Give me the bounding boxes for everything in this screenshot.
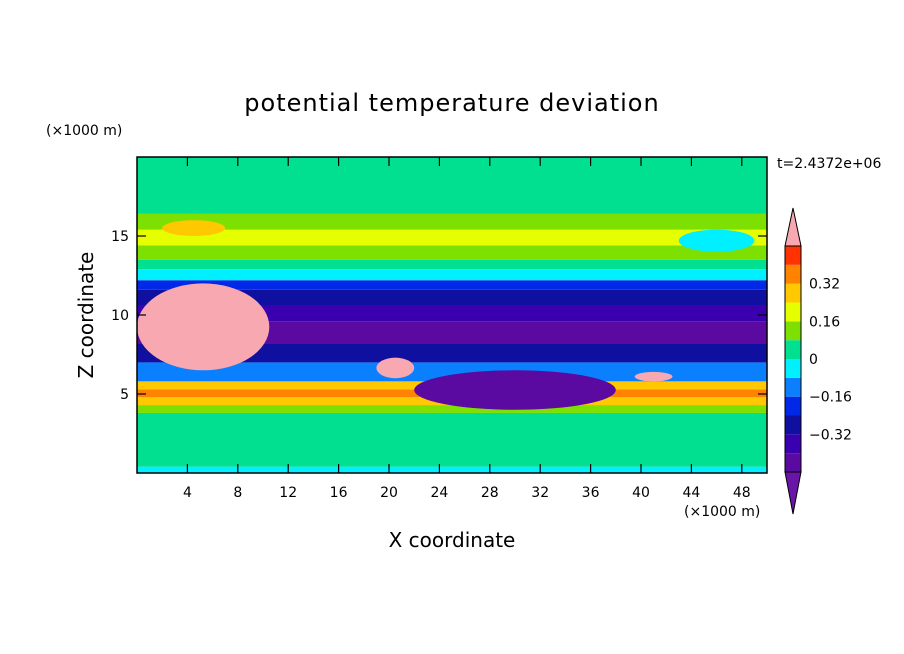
- y-tick-label-1: 10: [111, 308, 129, 324]
- contour-feature-3: [414, 370, 616, 410]
- x-axis-label: X coordinate: [389, 528, 516, 552]
- colorbar-swatch-1: [785, 434, 801, 454]
- contour-feature-5: [678, 229, 755, 252]
- colorbar-label-2: 0: [809, 352, 818, 368]
- time-label: t=2.4372e+06: [777, 156, 881, 172]
- x-tick-label-0: 4: [183, 485, 192, 501]
- colorbar-label-4: −0.32: [809, 427, 852, 443]
- colorbar-label-1: 0.16: [809, 314, 840, 330]
- colorbar: 0.32 0.16 0 −0.16 −0.32: [784, 207, 852, 515]
- contour-layer-14: [137, 245, 767, 260]
- colorbar-swatch-3: [785, 396, 801, 416]
- contour-layer-16: [137, 213, 767, 230]
- colorbar-swatch-11: [785, 246, 801, 265]
- y-tick-label-0: 5: [120, 387, 129, 403]
- colorbar-frame: [784, 245, 802, 473]
- colorbar-label-3: −0.16: [809, 390, 852, 406]
- x-tick-label-1: 8: [233, 485, 242, 501]
- colorbar-swatch-4: [785, 377, 801, 397]
- colorbar-under-triangle: [784, 471, 802, 515]
- contour-layer-0: [137, 466, 767, 473]
- x-tick-label-4: 20: [380, 485, 398, 501]
- x-tick-label-5: 24: [430, 485, 448, 501]
- contour-feature-1: [376, 357, 415, 379]
- x-tick-label-8: 36: [582, 485, 600, 501]
- contour-layer-7: [137, 343, 767, 363]
- y-axis: 5 10 15: [111, 229, 767, 403]
- contour-layer-8: [137, 321, 767, 344]
- colorbar-swatch-9: [785, 283, 801, 303]
- contour-layer-11: [137, 280, 767, 290]
- contour-layer-1: [137, 412, 767, 467]
- x-unit-label: (×1000 m): [684, 504, 760, 520]
- colorbar-swatch-10: [785, 264, 801, 284]
- colorbar-over-triangle: [784, 207, 802, 247]
- plot-area: [137, 157, 767, 473]
- contour-layer-10: [137, 289, 767, 306]
- y-tick-label-2: 15: [111, 229, 129, 245]
- y-axis-label: Z coordinate: [74, 252, 98, 379]
- contour-layer-13: [137, 259, 767, 270]
- contour-feature-4: [162, 220, 226, 237]
- x-tick-label-2: 12: [279, 485, 297, 501]
- contour-layer-9: [137, 305, 767, 322]
- colorbar-swatch-8: [785, 302, 801, 322]
- contour-layer-15: [137, 229, 767, 246]
- colorbar-swatch-0: [785, 453, 801, 472]
- colorbar-swatch-6: [785, 340, 801, 359]
- contour-layer-17: [137, 157, 767, 214]
- x-axis: 4 8 12 16 20 24 28 32 36 40 44 48: [183, 157, 751, 501]
- x-tick-label-11: 48: [733, 485, 751, 501]
- colorbar-label-0: 0.32: [809, 277, 840, 293]
- chart-title: potential temperature deviation: [244, 89, 659, 117]
- contour-layer-6: [137, 362, 767, 382]
- y-unit-label: (×1000 m): [46, 123, 122, 139]
- colorbar-swatch-7: [785, 321, 801, 341]
- colorbar-swatch-2: [785, 415, 801, 435]
- x-tick-label-6: 28: [481, 485, 499, 501]
- x-tick-label-7: 32: [531, 485, 549, 501]
- x-tick-label-10: 44: [682, 485, 700, 501]
- colorbar-swatch-5: [785, 359, 801, 378]
- contour-feature-2: [634, 371, 673, 382]
- contour-layer-12: [137, 269, 767, 281]
- contour-layer-2: [137, 405, 767, 413]
- contour-feature-0: [137, 283, 270, 371]
- x-tick-label-3: 16: [330, 485, 348, 501]
- x-tick-label-9: 40: [632, 485, 650, 501]
